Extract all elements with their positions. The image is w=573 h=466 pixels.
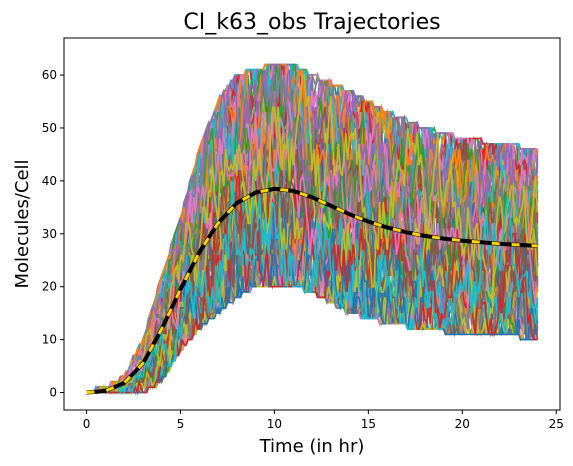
y-axis-ticks: 0 10 20 30 40 50 60 [42,68,64,400]
x-tick-label: 5 [177,417,185,431]
y-tick-label: 20 [42,280,57,294]
mean-line-yellow-dashes [86,187,538,394]
y-tick-label: 30 [42,227,57,241]
x-axis-ticks: 0 5 10 15 20 25 [83,410,564,431]
trajectory-line [86,74,539,394]
y-tick-label: 40 [42,174,57,188]
trajectory-line [86,196,539,394]
y-tick-label: 0 [49,386,57,400]
x-tick-label: 10 [267,417,282,431]
x-tick-label: 25 [549,417,564,431]
mean-trajectory [86,186,538,395]
y-axis-label: Molecules/Cell [12,159,33,288]
x-tick-label: 0 [83,417,91,431]
plot-frame [63,37,561,411]
y-tick-label: 60 [42,68,57,82]
x-tick-label: 15 [361,417,376,431]
trajectory-line [86,64,539,394]
chart-title: CI_k63_obs Trajectories [183,10,440,35]
x-axis-label: Time (in hr) [259,436,365,457]
y-tick-label: 10 [42,333,57,347]
y-tick-label: 50 [42,121,57,135]
x-tick-label: 20 [455,417,470,431]
